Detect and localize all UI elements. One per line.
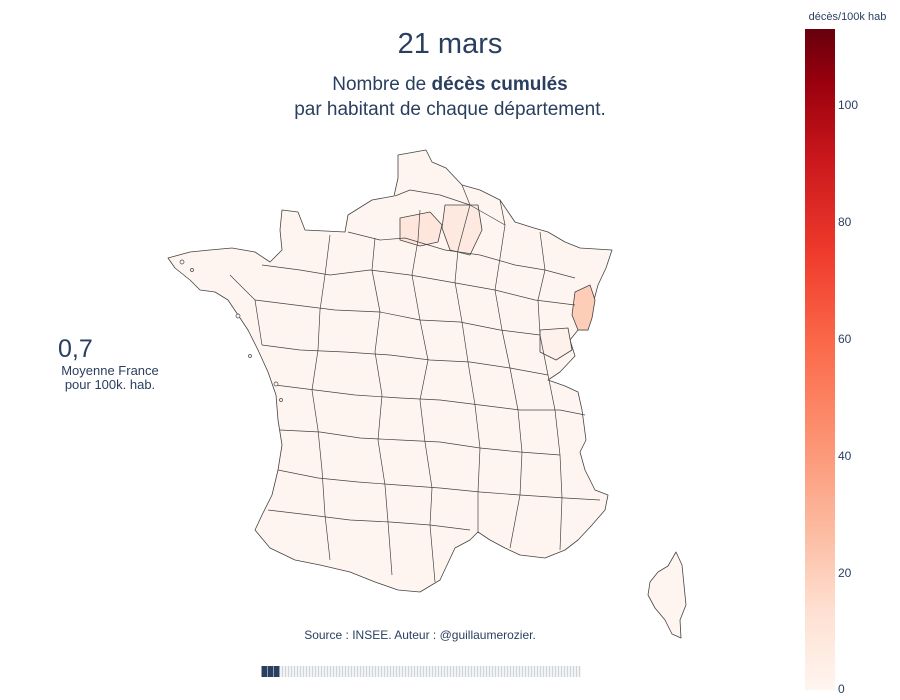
subtitle-prefix: Nombre de: [332, 74, 432, 95]
colorbar-title: décès/100k hab: [808, 11, 887, 23]
department-borders: [229, 184, 601, 583]
colorbar: [805, 29, 835, 690]
average-label-line2: pour 100k. hab.: [64, 377, 156, 392]
time-slider-fill[interactable]: [261, 666, 281, 677]
colorbar-tick-100: 100: [838, 98, 859, 113]
colorbar-tick-40: 40: [838, 449, 852, 464]
dept-aisne[interactable]: [441, 204, 483, 256]
dept-haute-savoie[interactable]: [539, 327, 573, 361]
subtitle-line2: par habitant de chaque département.: [294, 99, 606, 120]
average-value: 0,7: [58, 335, 93, 363]
colorbar-tick-20: 20: [838, 566, 852, 580]
subtitle-bold: décès cumulés: [431, 74, 568, 95]
coastal-islands: [179, 259, 283, 402]
colorbar-tick-80: 80: [838, 215, 852, 230]
mainland-france[interactable]: [167, 149, 613, 593]
dept-oise[interactable]: [399, 211, 443, 247]
date-title: 21 mars: [397, 28, 503, 60]
colorbar-tick-0: 0: [838, 682, 845, 696]
map-subtitle: Nombre de décès cumulés par habitant de …: [200, 72, 700, 122]
corsica[interactable]: [647, 551, 687, 639]
colorbar-tick-60: 60: [838, 332, 852, 347]
dept-haut-rhin[interactable]: [571, 284, 596, 331]
average-label: Moyenne France pour 100k. hab.: [50, 364, 170, 392]
average-label-line1: Moyenne France: [61, 363, 159, 378]
time-slider-track[interactable]: [261, 666, 581, 677]
france-map[interactable]: [0, 0, 780, 700]
source-credit: Source : INSEE. Auteur : @guillaumerozie…: [304, 628, 536, 642]
